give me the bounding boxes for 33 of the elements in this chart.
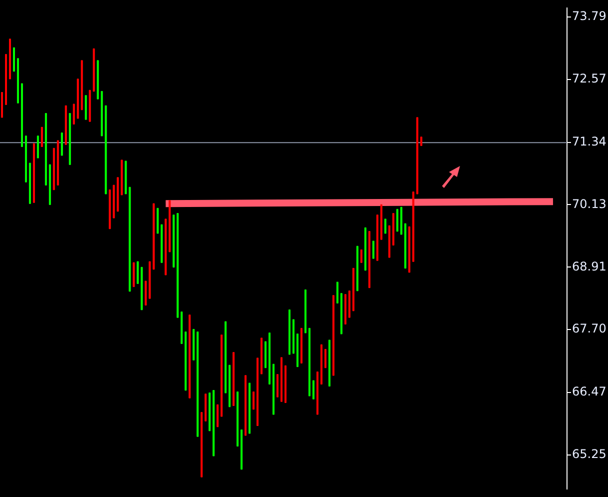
candlestick [132, 262, 135, 288]
candlestick [172, 214, 175, 268]
candlestick [396, 208, 398, 232]
candlestick [136, 261, 139, 284]
y-tick-label: 65.25 [572, 447, 606, 462]
candlestick [400, 206, 402, 235]
candlestick [152, 203, 155, 270]
candlestick [408, 226, 410, 273]
candlestick [164, 218, 167, 276]
candlestick [140, 266, 143, 310]
candlestick [120, 160, 123, 196]
candlestick [112, 184, 115, 218]
y-tick-label: 71.34 [572, 134, 606, 149]
candlestick [168, 200, 171, 252]
candlestick [392, 213, 394, 246]
y-tick-label: 67.70 [572, 321, 606, 336]
candlestick [160, 224, 163, 263]
candlestick [108, 189, 111, 230]
candlestick [156, 208, 159, 234]
candlestick [128, 186, 131, 292]
y-tick-label: 72.57 [572, 72, 606, 86]
candlestick [412, 191, 414, 262]
candlestick [144, 280, 147, 306]
candlestick [404, 223, 406, 269]
candlestick [420, 136, 422, 146]
candlestick [124, 160, 127, 194]
y-tick-label: 66.47 [572, 384, 606, 398]
candlestick [116, 177, 119, 212]
y-tick-label: 68.91 [572, 259, 606, 274]
y-tick-label: 70.13 [572, 196, 606, 211]
y-tick-label: 73.79 [572, 9, 606, 24]
candlestick [148, 261, 151, 299]
candlestick [416, 117, 418, 194]
